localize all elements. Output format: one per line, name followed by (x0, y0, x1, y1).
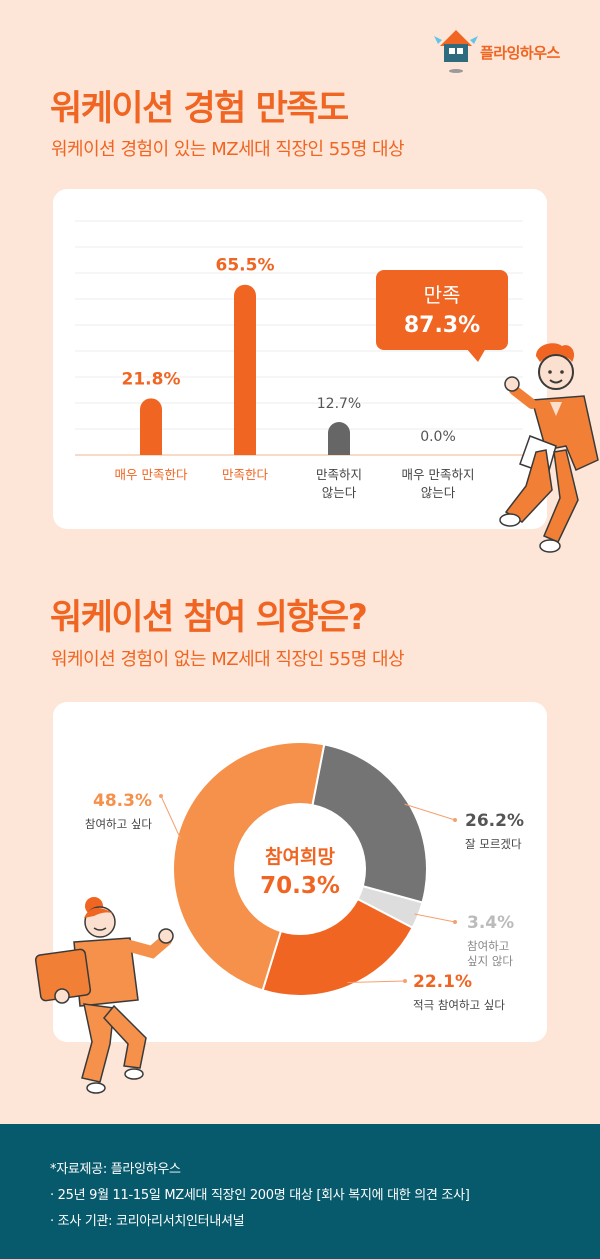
donut-leader-line (404, 803, 456, 821)
donut-value-label: 48.3% (93, 791, 152, 811)
bar-category-label: 만족하지 (316, 467, 362, 482)
donut-leader-line (160, 795, 182, 840)
footer: *자료제공: 플라잉하우스 · 25년 9월 11-15일 MZ세대 직장인 2… (0, 1124, 600, 1259)
donut-leader-line (414, 913, 456, 923)
donut-leader-dot (403, 979, 407, 983)
footer-agency: · 조사 기관: 코리아리서치인터내셔널 (50, 1214, 245, 1229)
donut-center-label: 참여희망 (265, 846, 335, 868)
satisfaction-callout: 만족 87.3% (376, 270, 508, 362)
bar-category-label: 매우 만족하지 (402, 467, 475, 482)
bar (140, 398, 162, 455)
bar (328, 421, 350, 455)
donut-category-label: 싶지 않다 (467, 954, 513, 968)
house-icon (434, 30, 478, 73)
donut-leader-dot (453, 920, 457, 924)
section2-subtitle: 워케이션 경험이 없는 MZ세대 직장인 55명 대상 (51, 649, 405, 670)
section2-title: 워케이션 참여 의향은? (50, 598, 368, 638)
donut-leader-line (347, 980, 406, 984)
footer-source: *자료제공: 플라잉하우스 (50, 1162, 181, 1177)
woman-illustration (34, 897, 174, 1094)
donut-value-label: 26.2% (465, 811, 524, 831)
donut-value-label: 22.1% (413, 972, 472, 992)
bar-category-label: 않는다 (322, 485, 357, 500)
bar-data-label: 0.0% (420, 429, 456, 445)
callout-label: 만족 (424, 283, 461, 307)
brand-name: 플라잉하우스 (480, 44, 560, 62)
bar-data-label: 65.5% (216, 256, 275, 276)
donut-category-label: 참여하고 싶다 (85, 817, 153, 831)
man-illustration (499, 343, 599, 553)
bar-data-label: 12.7% (317, 396, 361, 412)
donut-category-label: 잘 모르겠다 (465, 837, 522, 851)
donut-center-value: 70.3% (260, 873, 340, 899)
bar-category-label: 매우 만족한다 (115, 467, 188, 482)
bar-category-label: 만족한다 (222, 467, 269, 482)
bar-category-label: 않는다 (421, 485, 456, 500)
donut-hole (234, 803, 366, 935)
donut-leader-dot (159, 794, 163, 798)
donut-leader-dot (453, 818, 457, 822)
donut-category-label: 참여하고 (467, 939, 509, 953)
brand-logo: 플라잉하우스 (432, 22, 582, 78)
bar (234, 284, 256, 455)
donut-category-label: 적극 참여하고 싶다 (413, 998, 505, 1012)
footer-survey: · 25년 9월 11-15일 MZ세대 직장인 200명 대상 [회사 복지에… (50, 1188, 470, 1203)
section1-subtitle: 워케이션 경험이 있는 MZ세대 직장인 55명 대상 (51, 139, 405, 160)
callout-value: 87.3% (404, 313, 480, 338)
bar-data-label: 21.8% (122, 369, 181, 389)
section1-title: 워케이션 경험 만족도 (50, 89, 349, 129)
donut-value-label: 3.4% (467, 913, 514, 933)
